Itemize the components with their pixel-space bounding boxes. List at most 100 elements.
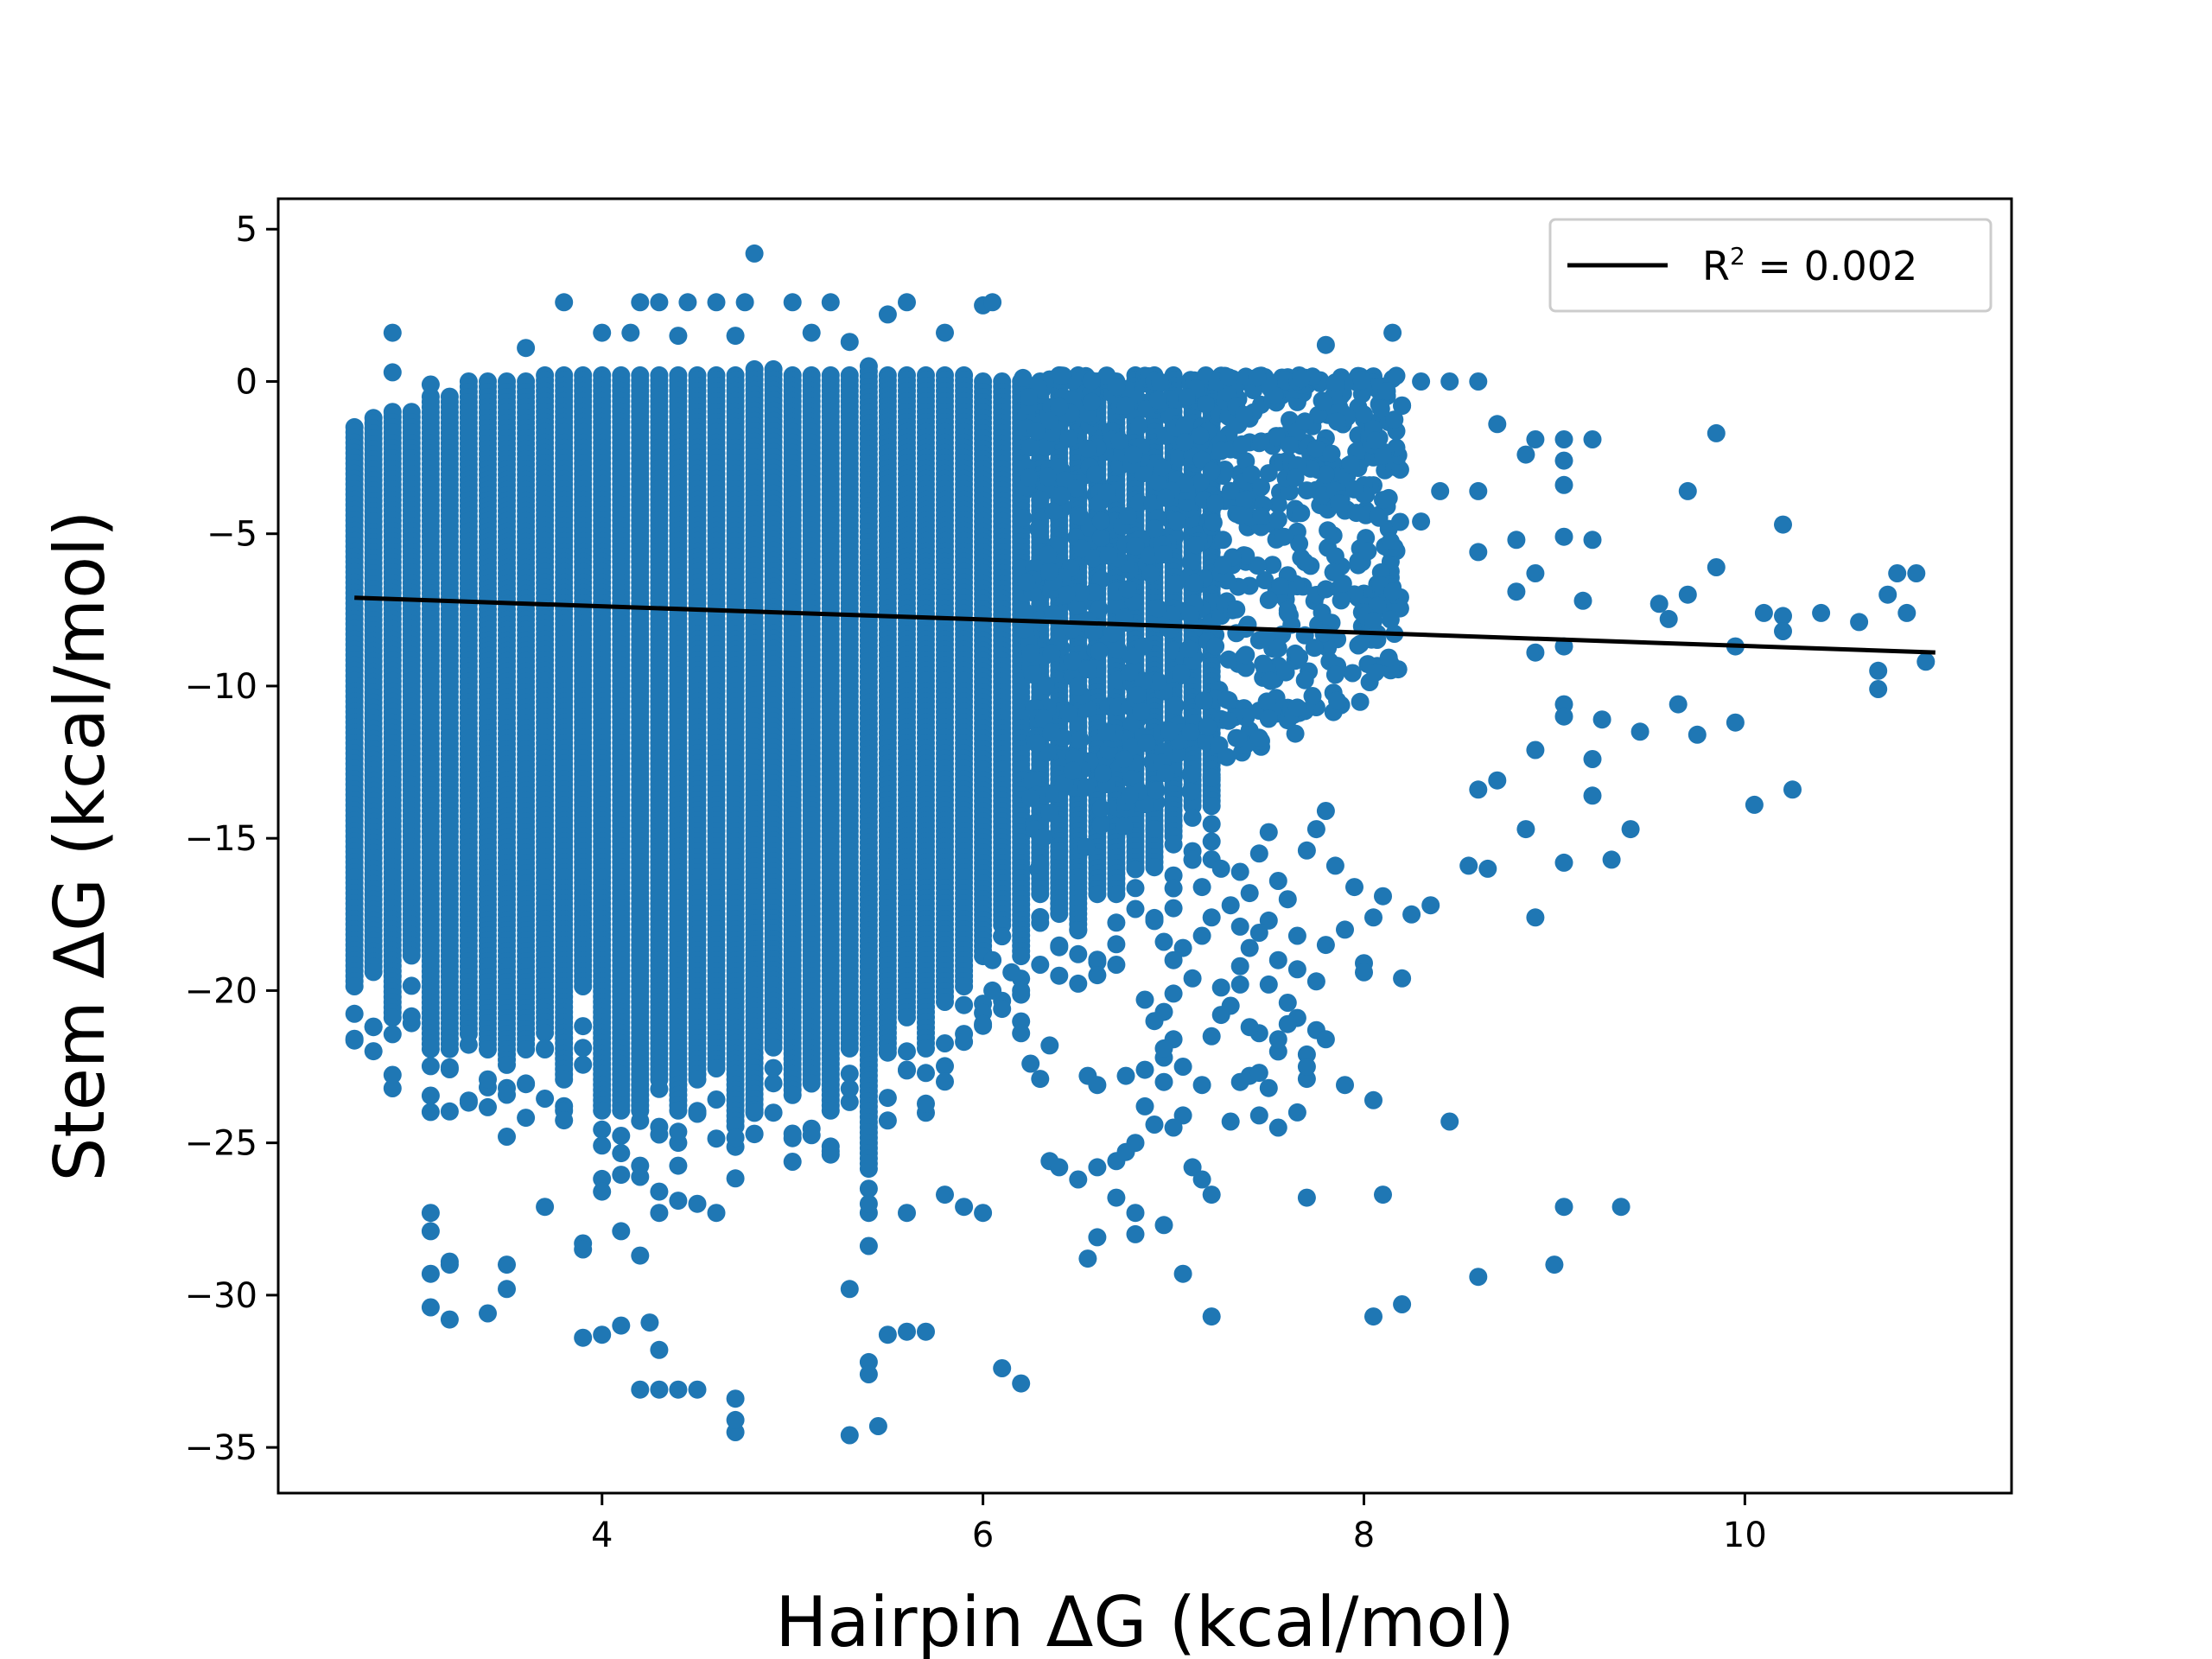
data-point-1512 (555, 1070, 574, 1089)
data-point-3631 (840, 1065, 859, 1084)
points-layer (345, 244, 1936, 1445)
data-point-4053 (898, 1042, 916, 1061)
data-point-580 (421, 1103, 440, 1122)
data-point-2498 (688, 1070, 707, 1089)
data-point-3068 (764, 1058, 783, 1077)
data-point-3069 (764, 1103, 783, 1122)
data-point-2358 (669, 1101, 688, 1120)
data-point-4984 (1050, 938, 1069, 957)
data-point-1634 (574, 977, 593, 995)
data-point-343 (383, 1065, 402, 1084)
data-point-3209 (783, 1085, 802, 1104)
data-point-220 (364, 1042, 383, 1061)
data-point-4434 (955, 1033, 974, 1052)
data-point-3788 (859, 1160, 878, 1179)
data-point-975 (479, 1070, 497, 1089)
data-point-2075 (631, 1111, 650, 1130)
data-point-340 (383, 1008, 402, 1027)
data-point-2637 (707, 1090, 726, 1109)
data-point-3924 (878, 1089, 897, 1108)
data-point-842 (459, 1035, 478, 1054)
data-point-3632 (840, 1079, 859, 1098)
data-point-582 (421, 1086, 440, 1105)
data-point-709 (440, 1039, 459, 1058)
data-point-1782 (593, 1136, 612, 1155)
data-point-4184 (917, 1039, 935, 1058)
data-point-4432 (955, 995, 974, 1014)
data-point-4309 (936, 993, 954, 1011)
data-point-1781 (593, 1120, 612, 1139)
data-point-452 (402, 976, 421, 995)
data-point-110 (345, 1004, 364, 1023)
data-point-449 (402, 946, 421, 965)
data-point-1929 (612, 1144, 631, 1163)
data-point-4312 (936, 1034, 954, 1052)
data-point-4873 (1031, 885, 1050, 904)
data-point-2074 (631, 1156, 650, 1175)
data-point-4310 (936, 1057, 954, 1076)
data-point-712 (440, 1102, 459, 1121)
data-point-3352 (802, 1074, 821, 1093)
data-point-2214 (650, 1079, 669, 1098)
data-point-2638 (707, 1059, 726, 1077)
data-point-111 (345, 1029, 364, 1048)
data-point-3066 (764, 1038, 783, 1057)
data-point-108 (345, 977, 364, 995)
data-point-4431 (955, 977, 974, 995)
data-point-451 (402, 1007, 421, 1026)
data-point-3790 (859, 1179, 878, 1198)
data-point-3925 (878, 1043, 897, 1062)
data-point-1635 (574, 1055, 593, 1074)
data-point-2932 (745, 1103, 764, 1122)
data-point-1373 (536, 1090, 555, 1108)
data-point-2501 (688, 1104, 707, 1123)
data-point-4052 (898, 1061, 916, 1080)
data-point-579 (421, 1039, 440, 1058)
data-point-1637 (574, 1039, 593, 1058)
data-point-4658 (993, 927, 1012, 946)
data-point-972 (479, 1040, 497, 1058)
data-point-2215 (650, 1125, 669, 1144)
data-point-4311 (936, 1072, 954, 1091)
data-point-342 (383, 1079, 402, 1097)
data-point-3630 (840, 1092, 859, 1111)
data-point-3211 (783, 1128, 802, 1147)
data-point-3351 (802, 1126, 821, 1145)
data-point-841 (459, 1091, 478, 1110)
data-point-1636 (574, 1017, 593, 1036)
data-point-1783 (593, 1169, 612, 1188)
data-point-1927 (612, 1166, 631, 1185)
data-point-4981 (1050, 905, 1069, 924)
data-point-3923 (878, 1111, 897, 1130)
data-point-1372 (536, 1023, 555, 1042)
data-point-4187 (917, 1064, 935, 1083)
data-point-581 (421, 1057, 440, 1076)
data-point-2786 (726, 1128, 745, 1147)
data-point-222 (364, 1017, 383, 1036)
data-point-1108 (498, 1055, 516, 1074)
data-point-1241 (517, 1040, 536, 1058)
data-point-3212 (783, 1153, 802, 1171)
data-point-2360 (669, 1156, 688, 1175)
data-point-974 (479, 1097, 497, 1116)
data-point-219 (364, 963, 383, 982)
data-point-2787 (726, 1169, 745, 1188)
data-point-2361 (669, 1122, 688, 1141)
data-point-2636 (707, 1129, 726, 1148)
data-point-1242 (517, 1109, 536, 1128)
data-point-4050 (898, 1007, 916, 1027)
data-point-3629 (840, 1039, 859, 1058)
data-point-341 (383, 1025, 402, 1044)
data-point-4186 (917, 1094, 935, 1113)
data-point-1780 (593, 1101, 612, 1120)
data-point-1375 (536, 1039, 555, 1058)
data-point-1926 (612, 1101, 631, 1120)
data-point-1928 (612, 1127, 631, 1145)
data-point-3498 (821, 1141, 840, 1160)
data-point-1244 (517, 1075, 536, 1094)
data-point-711 (440, 1058, 459, 1077)
data-point-1111 (498, 1128, 516, 1146)
data-point-3067 (764, 1074, 783, 1093)
data-point-1515 (555, 1111, 574, 1130)
